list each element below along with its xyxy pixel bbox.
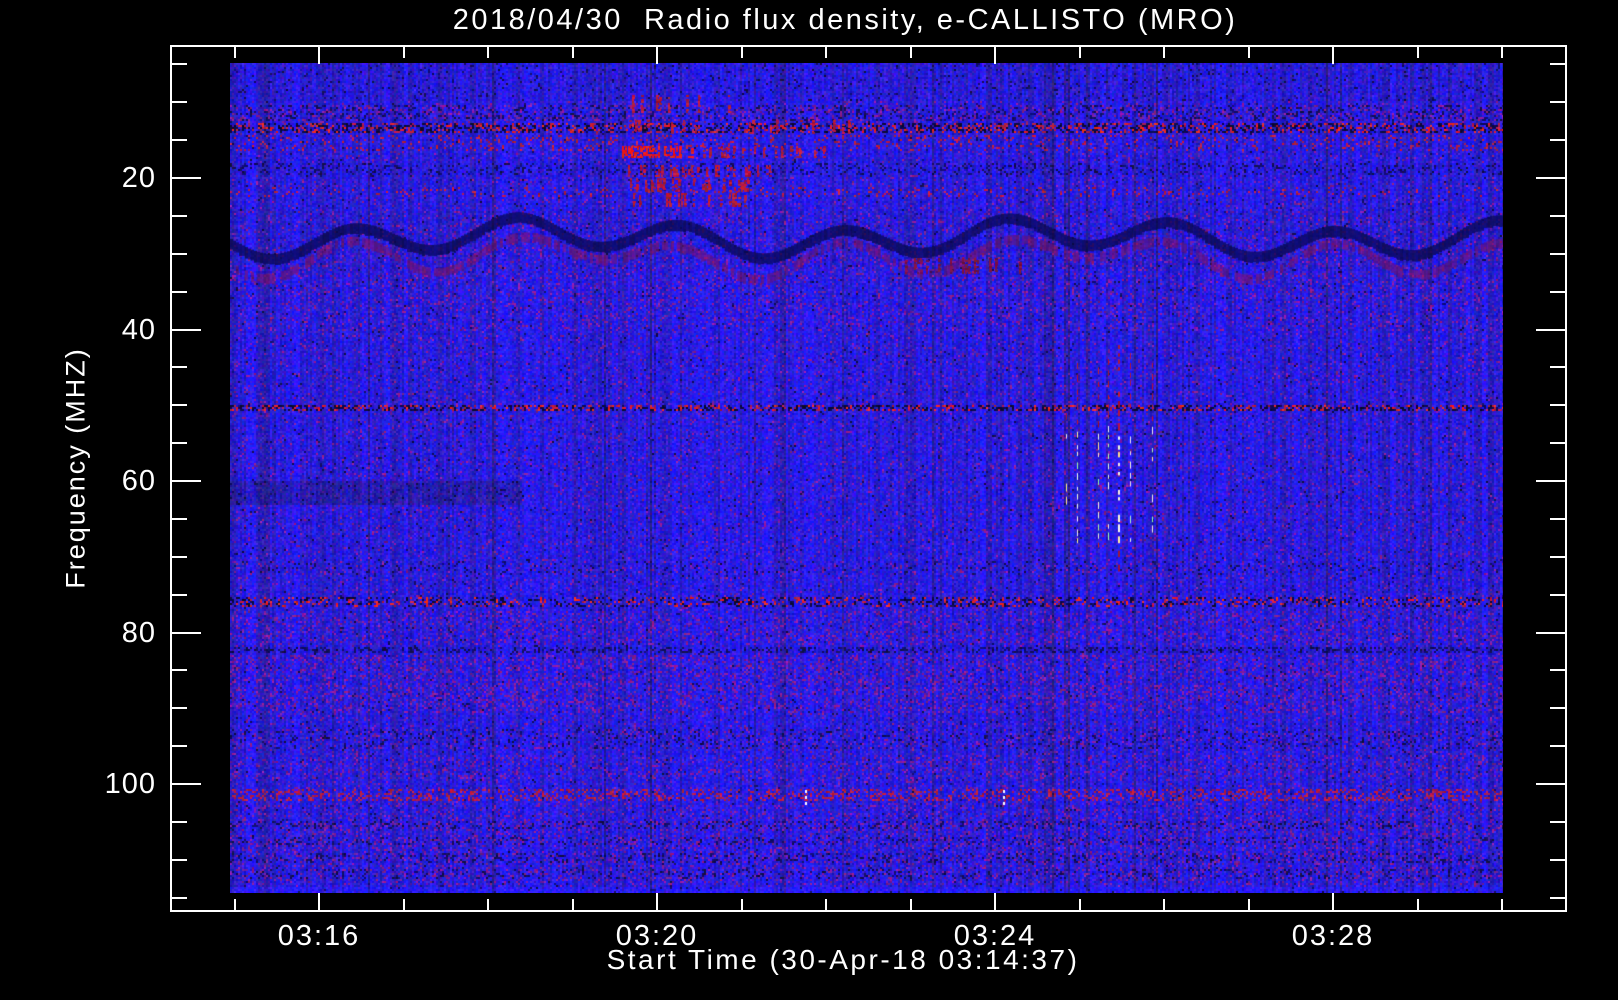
axis-tick-mark	[318, 47, 320, 64]
axis-tick-mark	[1332, 47, 1334, 64]
axis-tick-mark	[172, 745, 187, 747]
axis-tick-mark	[994, 47, 996, 64]
axis-tick-mark	[1248, 899, 1250, 910]
x-tick-label: 03:16	[277, 920, 361, 952]
y-tick-label: 100	[104, 768, 156, 800]
axis-tick-mark	[172, 442, 187, 444]
axis-tick-mark	[172, 783, 201, 785]
axis-tick-mark	[1550, 253, 1565, 255]
axis-tick-mark	[1536, 632, 1565, 634]
axis-tick-mark	[741, 47, 743, 58]
axis-tick-mark	[656, 893, 658, 910]
axis-tick-mark	[1248, 47, 1250, 58]
axis-tick-mark	[1079, 899, 1081, 910]
axis-tick-mark	[1550, 556, 1565, 558]
axis-tick-mark	[1550, 594, 1565, 596]
axis-tick-mark	[1550, 366, 1565, 368]
axis-tick-mark	[1550, 63, 1565, 65]
axis-tick-mark	[1079, 47, 1081, 58]
axis-tick-mark	[994, 893, 996, 910]
axis-tick-mark	[172, 669, 187, 671]
axis-tick-mark	[1501, 47, 1503, 58]
axis-tick-mark	[656, 47, 658, 64]
axis-tick-mark	[1550, 859, 1565, 861]
axis-tick-mark	[1163, 899, 1165, 910]
axis-tick-mark	[1536, 177, 1565, 179]
axis-tick-mark	[741, 899, 743, 910]
axis-tick-mark	[172, 139, 187, 141]
x-tick-label: 03:20	[615, 920, 699, 952]
spectrogram-image	[230, 63, 1503, 893]
axis-tick-mark	[1550, 897, 1565, 899]
axis-tick-mark	[1550, 669, 1565, 671]
axis-tick-mark	[172, 518, 187, 520]
axis-tick-mark	[1417, 47, 1419, 58]
axis-tick-mark	[172, 177, 201, 179]
axis-tick-mark	[910, 47, 912, 58]
axis-tick-mark	[1332, 893, 1334, 910]
axis-tick-mark	[172, 253, 187, 255]
axis-tick-mark	[1550, 442, 1565, 444]
x-axis-title: Start Time (30-Apr-18 03:14:37)	[606, 944, 1080, 975]
axis-tick-mark	[172, 101, 187, 103]
axis-tick-mark	[172, 821, 187, 823]
axis-tick-mark	[1536, 329, 1565, 331]
axis-tick-mark	[825, 899, 827, 910]
axis-tick-mark	[1550, 821, 1565, 823]
y-tick-label: 20	[121, 162, 156, 194]
x-tick-label: 03:28	[1291, 920, 1375, 952]
axis-tick-mark	[1550, 707, 1565, 709]
axis-tick-mark	[1550, 139, 1565, 141]
y-tick-label: 80	[121, 616, 156, 649]
axis-tick-mark	[1550, 745, 1565, 747]
axis-tick-mark	[1417, 899, 1419, 910]
axis-tick-mark	[172, 291, 187, 293]
axis-tick-mark	[572, 899, 574, 910]
x-tick-label: 03:24	[953, 920, 1037, 952]
axis-tick-mark	[1536, 480, 1565, 482]
y-tick-label: 60	[121, 465, 156, 497]
axis-tick-mark	[1550, 215, 1565, 217]
axis-tick-mark	[172, 404, 187, 406]
axis-tick-mark	[825, 47, 827, 58]
axis-tick-mark	[487, 47, 489, 58]
axis-tick-mark	[1536, 783, 1565, 785]
axis-tick-mark	[1550, 101, 1565, 103]
axis-tick-mark	[172, 366, 187, 368]
axis-tick-mark	[1550, 404, 1565, 406]
axis-tick-mark	[572, 47, 574, 58]
axis-tick-mark	[1550, 518, 1565, 520]
axis-tick-mark	[172, 897, 187, 899]
axis-tick-mark	[1550, 291, 1565, 293]
axis-tick-mark	[172, 215, 187, 217]
y-tick-label: 40	[121, 313, 156, 346]
axis-tick-mark	[1501, 899, 1503, 910]
axis-tick-mark	[172, 859, 187, 861]
axis-tick-mark	[172, 707, 187, 709]
axis-tick-mark	[910, 899, 912, 910]
axis-tick-mark	[172, 329, 201, 331]
axis-tick-mark	[403, 47, 405, 58]
axis-tick-mark	[172, 63, 187, 65]
axis-tick-mark	[172, 480, 201, 482]
axis-tick-mark	[172, 594, 187, 596]
axis-tick-mark	[234, 47, 236, 58]
axis-tick-mark	[172, 632, 201, 634]
axis-tick-mark	[172, 556, 187, 558]
axis-tick-mark	[403, 899, 405, 910]
axis-tick-mark	[1163, 47, 1165, 58]
axis-tick-mark	[487, 899, 489, 910]
chart-title: 2018/04/30 Radio flux density, e-CALLIST…	[452, 4, 1238, 36]
axis-tick-mark	[234, 899, 236, 910]
axis-tick-mark	[318, 893, 320, 910]
plot-frame	[170, 45, 1567, 912]
